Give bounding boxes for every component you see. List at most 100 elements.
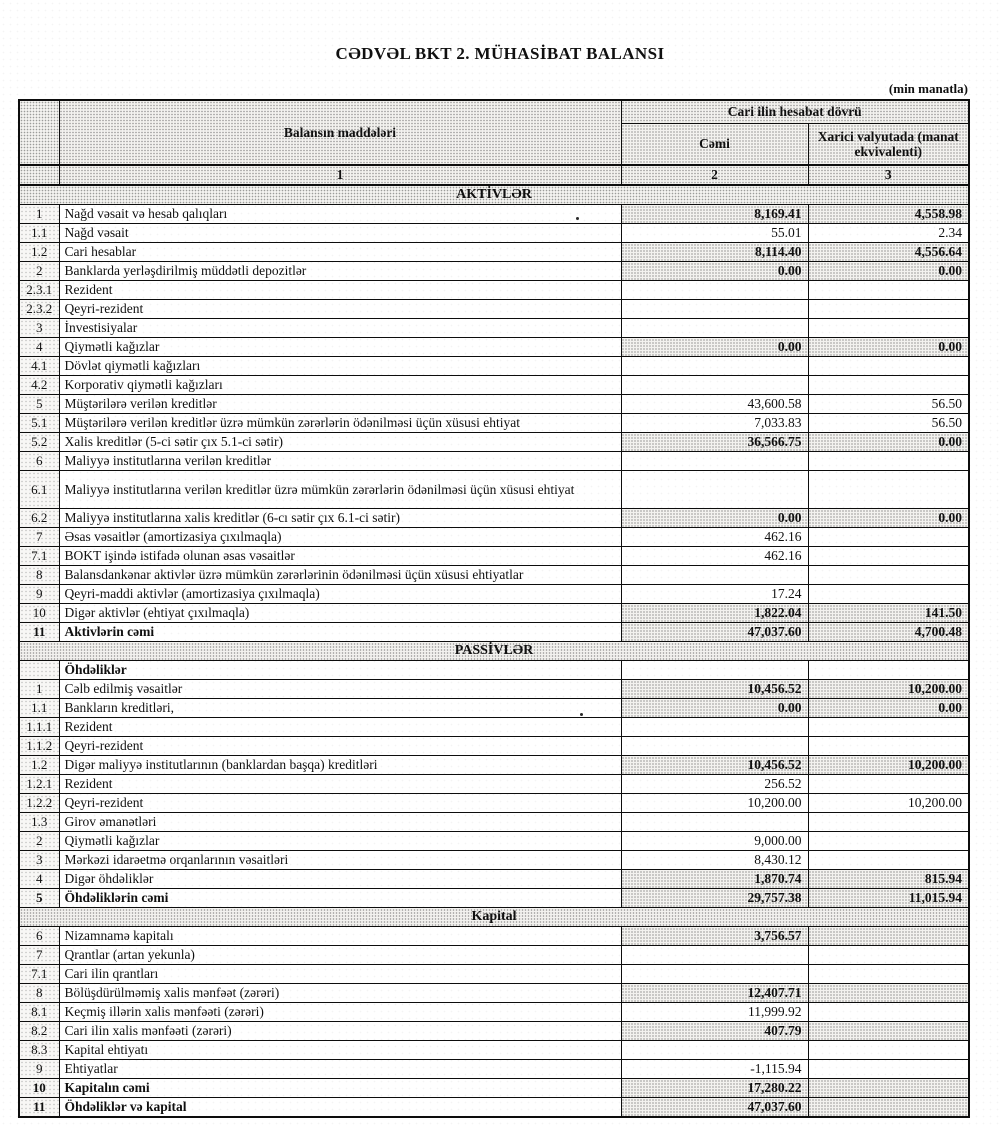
- row-number-cell: 2.3.1: [18, 280, 60, 300]
- table-row: 7 Qrantlar (artan yekunla): [18, 945, 970, 965]
- item-label-cell: Digər maliyyə institutlarının (banklarda…: [58, 755, 622, 775]
- item-label-cell: Öhdəliklər: [58, 660, 622, 680]
- scan-artifact-dot: [580, 713, 583, 716]
- row-number-cell: 1.1: [18, 223, 60, 243]
- row-number-cell: 1.2.1: [18, 774, 60, 794]
- section-title: Kapital: [18, 907, 970, 927]
- row-number-cell: 11: [18, 622, 60, 642]
- value-total-cell: 0.00: [620, 508, 809, 528]
- value-foreign-cell: [807, 527, 970, 547]
- value-foreign-cell: [807, 1040, 970, 1060]
- row-number-cell: 8.1: [18, 1002, 60, 1022]
- header-foreign-cell: Xarici valyutada (manat ekvivalenti): [807, 123, 970, 166]
- item-label-cell: Əsas vəsaitlər (amortizasiya çıxılmaqla): [58, 527, 622, 547]
- item-label-cell: Ehtiyatlar: [58, 1059, 622, 1079]
- section-title: PASSİVLƏR: [18, 641, 970, 661]
- table-row: 2.3.1 Rezident: [18, 280, 970, 300]
- value-total-cell: [620, 812, 809, 832]
- row-number-cell: 2: [18, 831, 60, 851]
- item-label-cell: Rezident: [58, 774, 622, 794]
- item-label-cell: Maliyyə institutlarına verilən kreditlər: [58, 451, 622, 471]
- row-number-cell: 1.1: [18, 698, 60, 718]
- row-number-cell: 8: [18, 565, 60, 585]
- value-total-cell: -1,115.94: [620, 1059, 809, 1079]
- value-foreign-cell: 0.00: [807, 698, 970, 718]
- row-number-cell: 1.3: [18, 812, 60, 832]
- table-row: 8.2 Cari ilin xalis mənfəəti (zərəri) 407.…: [18, 1021, 970, 1041]
- document-title: CƏDVƏL BKT 2. MÜHASİBAT BALANSI: [335, 44, 665, 63]
- value-foreign-cell: 0.00: [807, 508, 970, 528]
- value-total-cell: [620, 1040, 809, 1060]
- item-label-cell: BOKT işində istifadə olunan əsas vəsaitl…: [58, 546, 622, 566]
- item-label-cell: Balansdankənar aktivlər üzrə mümkün zərə…: [58, 565, 622, 585]
- item-label-cell: Keçmiş illərin xalis mənfəəti (zərəri): [58, 1002, 622, 1022]
- table-row: 5.2 Xalis kreditlər (5-ci sətir çıx 5.1-c…: [18, 432, 970, 452]
- table-row: 5.1 Müştərilərə verilən kreditlər üzrə mü…: [18, 413, 970, 433]
- row-number-cell: 8: [18, 983, 60, 1003]
- value-foreign-cell: 2.34: [807, 223, 970, 243]
- table-row: 8 Balansdankənar aktivlər üzrə mümkün zər…: [18, 565, 970, 585]
- item-label-cell: Qeyri-rezident: [58, 736, 622, 756]
- row-number-cell: 8.2: [18, 1021, 60, 1041]
- row-number-cell: 5.1: [18, 413, 60, 433]
- value-total-cell: 8,114.40: [620, 242, 809, 262]
- value-total-cell: [620, 945, 809, 965]
- value-total-cell: 29,757.38: [620, 888, 809, 908]
- value-foreign-cell: 4,556.64: [807, 242, 970, 262]
- row-number-cell: 1.2: [18, 242, 60, 262]
- table-row: 4 Digər öhdəliklər 1,870.74 815.94: [18, 869, 970, 889]
- value-foreign-cell: [807, 1021, 970, 1041]
- table-row: 1.2 Cari hesablar 8,114.40 4,556.64: [18, 242, 970, 262]
- row-number-cell: 4: [18, 337, 60, 357]
- value-total-cell: 47,037.60: [620, 1097, 809, 1118]
- item-label-cell: Digər öhdəliklər: [58, 869, 622, 889]
- table-row: 2 Banklarda yerləşdirilmiş müddətli depoz…: [18, 261, 970, 281]
- table-body: AKTİVLƏR 1 Nağd vəsait və hesab qalıqları 8…: [18, 184, 970, 1118]
- item-label-cell: Maliyyə institutlarına verilən kreditlər…: [58, 470, 622, 509]
- value-total-cell: 12,407.71: [620, 983, 809, 1003]
- row-number-cell: 9: [18, 1059, 60, 1079]
- item-label-cell: Bölüşdürülməmiş xalis mənfəət (zərəri): [58, 983, 622, 1003]
- row-number-cell: 11: [18, 1097, 60, 1118]
- item-label-cell: Dövlət qiymətli kağızları: [58, 356, 622, 376]
- row-number-cell: 6.2: [18, 508, 60, 528]
- value-total-cell: [620, 565, 809, 585]
- value-foreign-cell: [807, 1059, 970, 1079]
- row-number-cell: 5.2: [18, 432, 60, 452]
- row-number-cell: 7: [18, 945, 60, 965]
- value-total-cell: [620, 736, 809, 756]
- value-foreign-cell: [807, 318, 970, 338]
- table-row: 11 Aktivlərin cəmi 47,037.60 4,700.48: [18, 622, 970, 642]
- value-total-cell: 36,566.75: [620, 432, 809, 452]
- header-row-columns: Cəmi Xarici valyutada (manat ekvivalenti…: [19, 123, 970, 166]
- row-number-cell: 1.2: [18, 755, 60, 775]
- value-foreign-cell: [807, 584, 970, 604]
- value-total-cell: 0.00: [620, 698, 809, 718]
- row-number-cell: [18, 660, 60, 680]
- table-row: 1.3 Girov əmanətləri: [18, 812, 970, 832]
- table-row: 1.2 Digər maliyyə institutlarının (bankla…: [18, 755, 970, 775]
- table-row: 5 Öhdəliklərin cəmi 29,757.38 11,015.94: [18, 888, 970, 908]
- header-period-cell: Cari ilin hesabat dövrü: [620, 99, 970, 124]
- item-label-cell: Qeyri-rezident: [58, 793, 622, 813]
- table-row: 1.1 Nağd vəsait 55.01 2.34: [18, 223, 970, 243]
- row-number-cell: 5: [18, 394, 60, 414]
- item-label-cell: Aktivlərin cəmi: [58, 622, 622, 642]
- value-foreign-cell: [807, 717, 970, 737]
- value-total-cell: 256.52: [620, 774, 809, 794]
- section-row: PASSİVLƏR: [18, 641, 970, 661]
- value-foreign-cell: 10,200.00: [807, 793, 970, 813]
- row-number-cell: 1.1.2: [18, 736, 60, 756]
- value-total-cell: 0.00: [620, 261, 809, 281]
- row-number-cell: 10: [18, 603, 60, 623]
- value-foreign-cell: [807, 451, 970, 471]
- table-row: 2.3.2 Qeyri-rezident: [18, 299, 970, 319]
- value-foreign-cell: 10,200.00: [807, 679, 970, 699]
- value-total-cell: [620, 356, 809, 376]
- value-foreign-cell: [807, 736, 970, 756]
- item-label-cell: Nağd vəsait: [58, 223, 622, 243]
- colnum-2-cell: 2: [620, 164, 809, 186]
- header-row-period: Balansın maddələri Cari ilin hesabat döv…: [18, 99, 970, 166]
- item-label-cell: Rezident: [58, 717, 622, 737]
- value-total-cell: 0.00: [620, 337, 809, 357]
